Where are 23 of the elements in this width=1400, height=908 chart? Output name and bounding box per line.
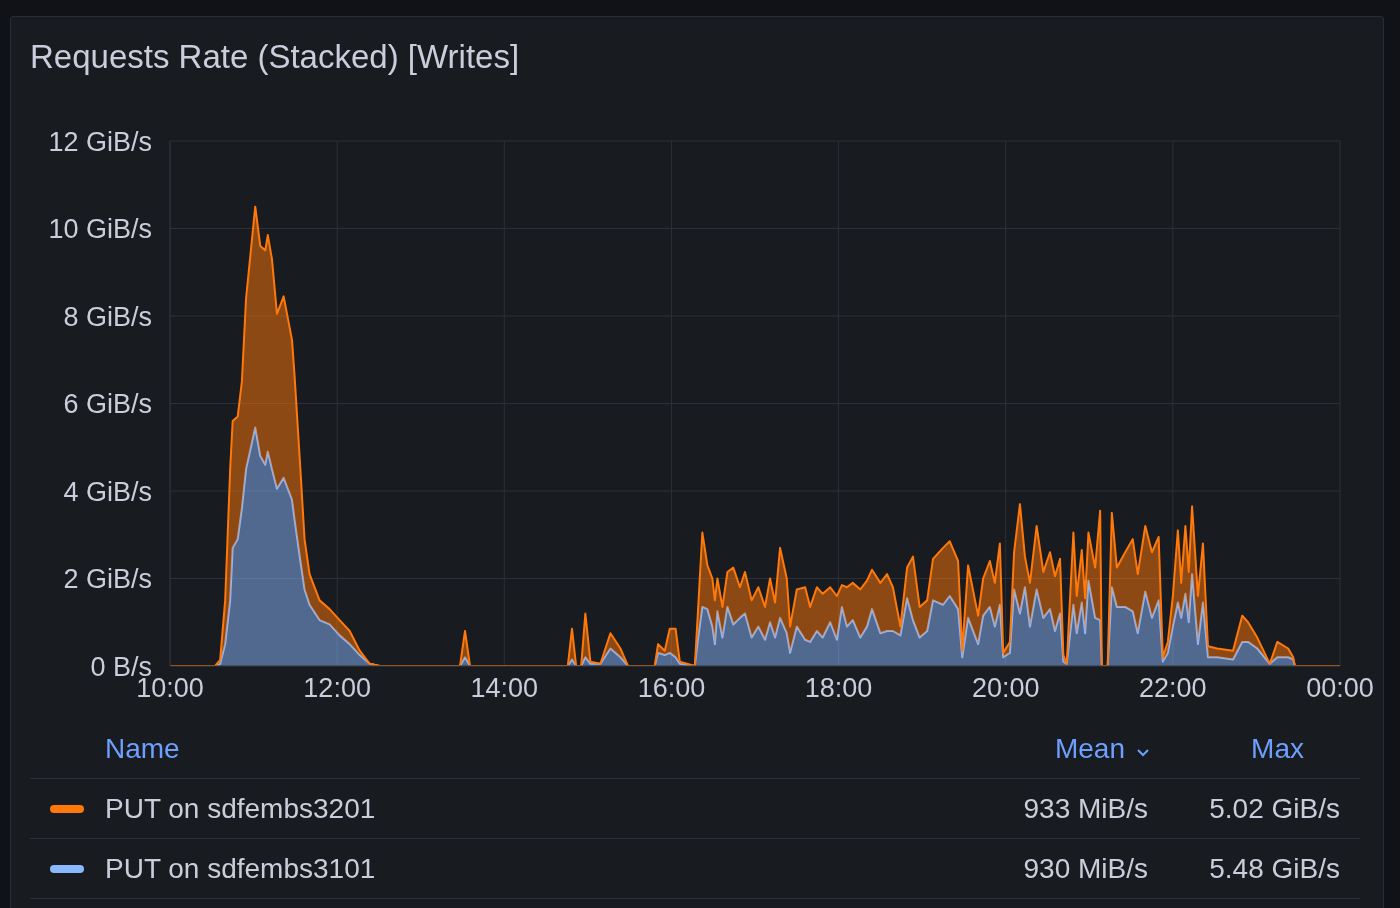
text: 930 MiB/s: [1023, 853, 1148, 885]
y-tick-label: 12 GiB/s: [48, 126, 152, 157]
x-tick-label: 22:00: [1139, 673, 1207, 704]
x-tick-label: 18:00: [804, 673, 873, 704]
x-tick-label: 16:00: [637, 673, 706, 704]
text: 933 MiB/s: [1023, 793, 1148, 825]
y-tick-label: 2 GiB/s: [63, 564, 152, 595]
chart-title: Requests Rate (Stacked) [Writes]: [30, 38, 520, 76]
legend-label: PUT on sdfembs3101: [105, 853, 376, 885]
text: Name: [105, 733, 180, 765]
x-tick-label: 12:00: [303, 673, 371, 704]
text: 5.02 GiB/s: [1209, 793, 1340, 825]
x-tick-label: 14:00: [470, 673, 539, 704]
y-tick-label: 10 GiB/s: [48, 214, 152, 245]
y-tick-label: 8 GiB/s: [63, 301, 152, 332]
x-tick-label: 20:00: [971, 673, 1040, 704]
x-tick-label: 00:00: [1306, 673, 1374, 704]
text: Mean: [1054, 733, 1125, 765]
text: 5.48 GiB/s: [1209, 853, 1340, 885]
text: Max: [1251, 733, 1304, 765]
y-tick-label: 6 GiB/s: [63, 389, 152, 420]
legend-label: PUT on sdfembs3201: [105, 793, 376, 825]
y-tick-label: 4 GiB/s: [63, 476, 152, 507]
